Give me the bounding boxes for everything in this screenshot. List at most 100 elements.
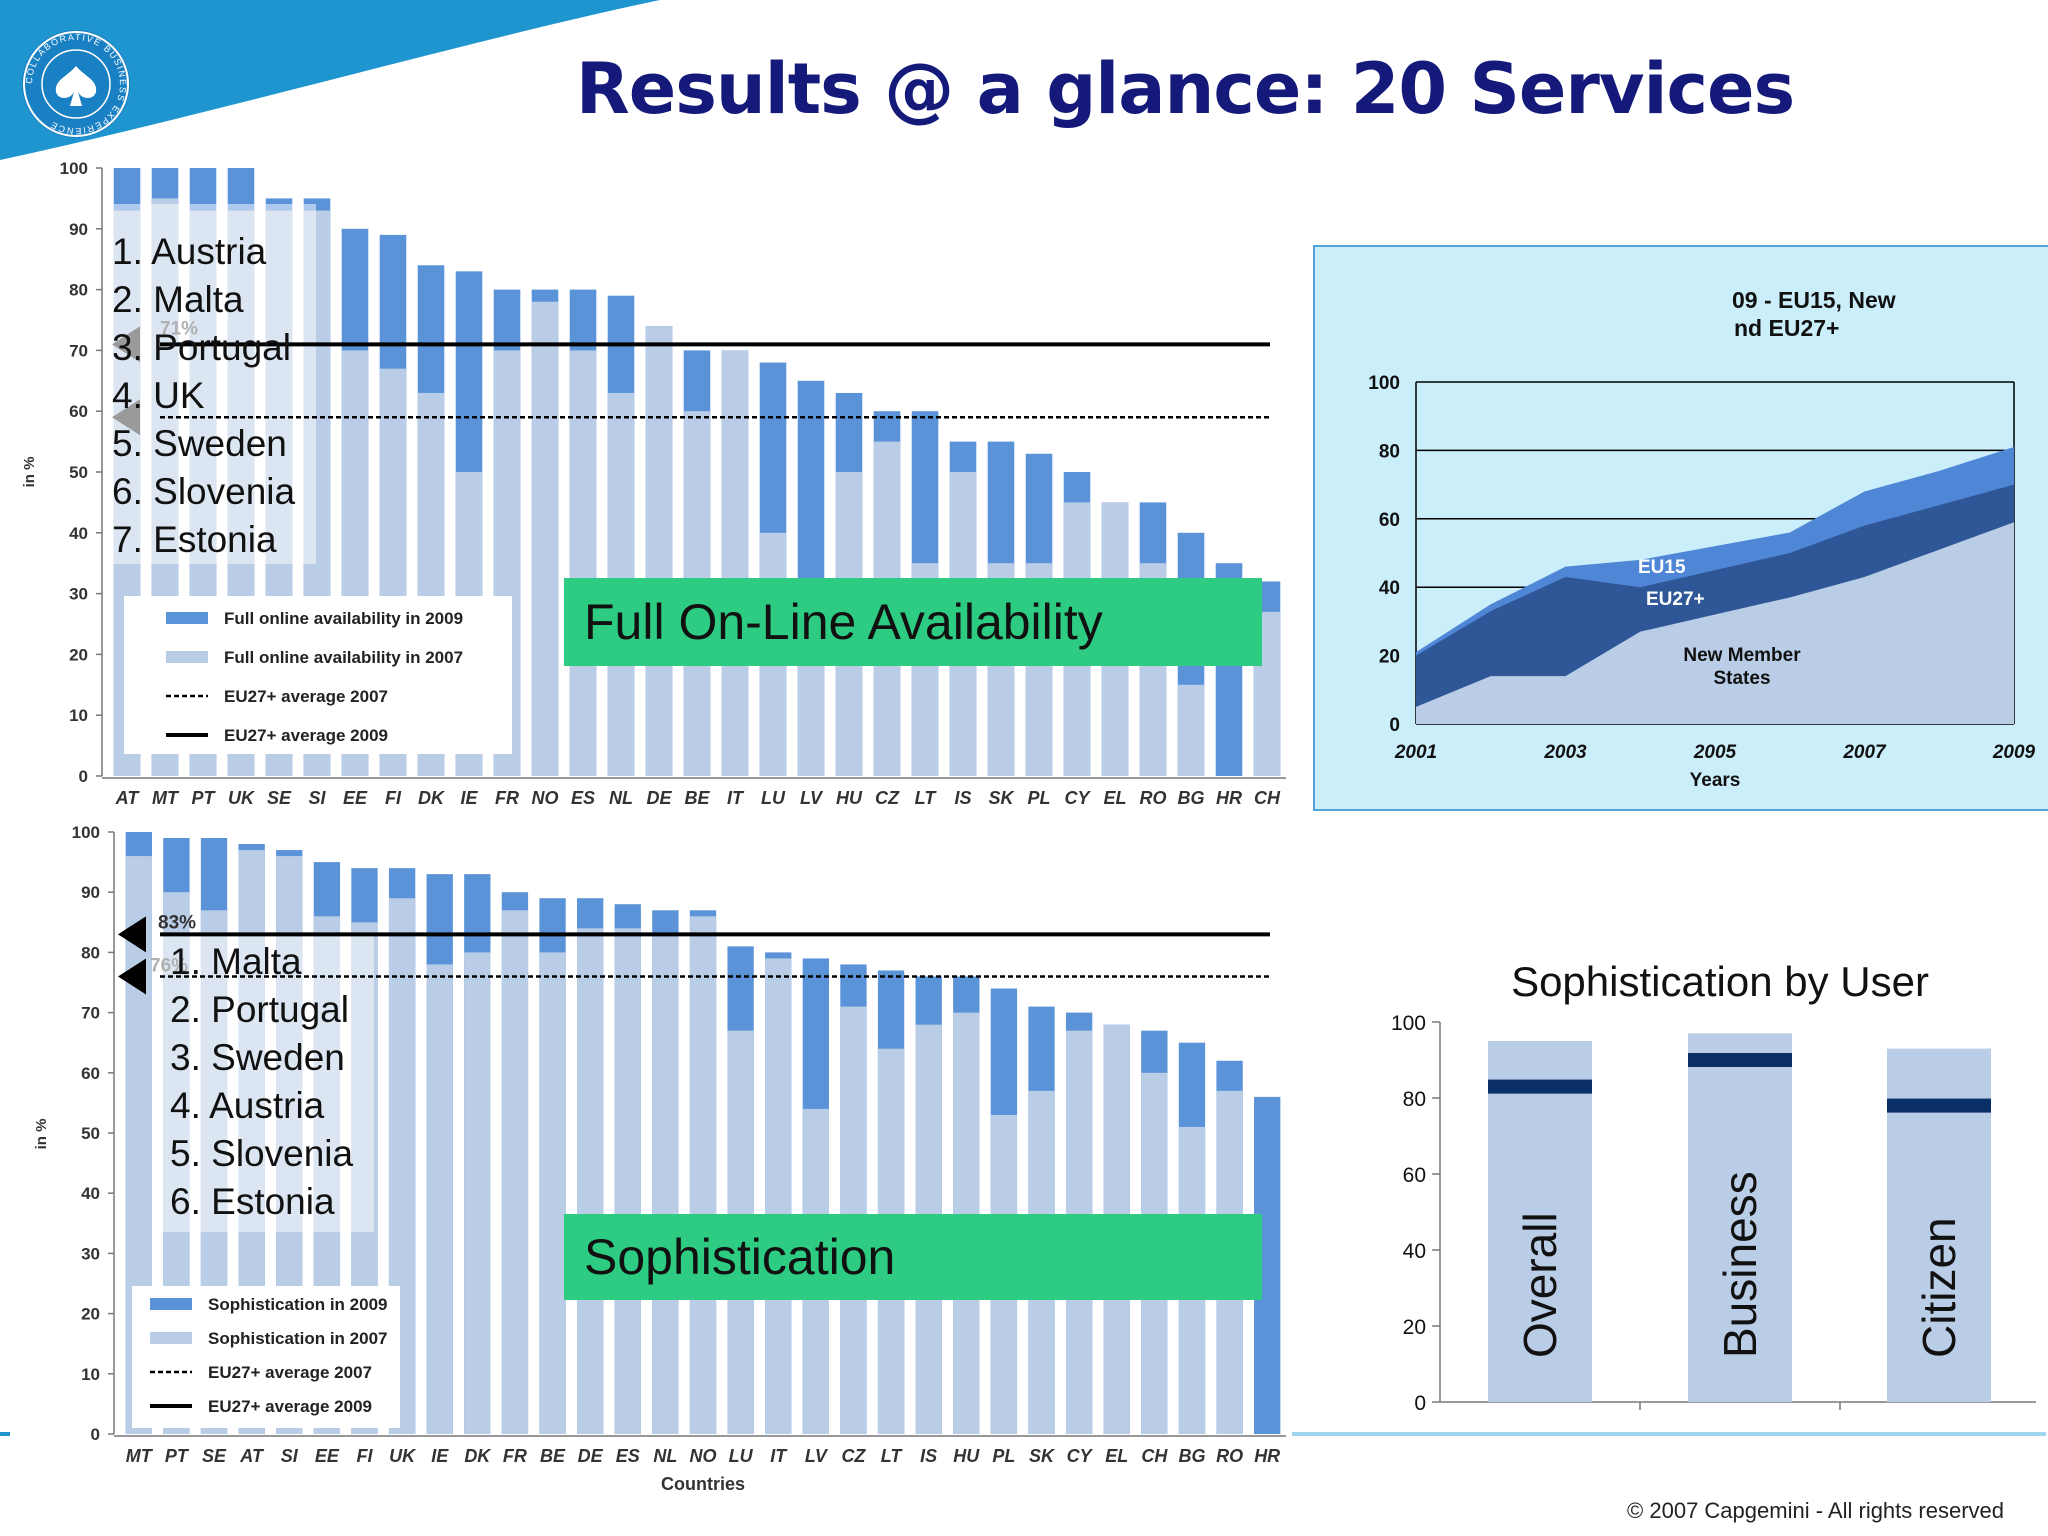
x-tick-label: FR bbox=[495, 788, 519, 808]
chart-label-box bbox=[564, 1214, 1262, 1300]
x-tick-label: IS bbox=[920, 1446, 937, 1466]
ranking-item: 4. UK bbox=[112, 375, 205, 416]
average-percent-label: 76% bbox=[150, 955, 188, 976]
x-tick-label: SI bbox=[281, 1446, 299, 1466]
x-tick-label: DE bbox=[578, 1446, 604, 1466]
x-tick-label: CH bbox=[1141, 1446, 1168, 1466]
y-tick-label: 100 bbox=[1368, 373, 1400, 394]
category-label-business: Business bbox=[1714, 1171, 1766, 1358]
bar-no-2007 bbox=[531, 301, 559, 776]
x-tick-label: NL bbox=[653, 1446, 677, 1466]
ranking-panel bbox=[106, 204, 316, 564]
chart-title-line: nd EU27+ bbox=[1734, 315, 1839, 341]
x-tick-label: NO bbox=[690, 1446, 717, 1466]
chart-label-box bbox=[564, 578, 1262, 666]
x-tick-label: EE bbox=[315, 1446, 340, 1466]
average-arrow-icon bbox=[118, 916, 146, 953]
x-tick-label: 2007 bbox=[1842, 742, 1887, 763]
legend-swatch-2007 bbox=[166, 651, 208, 663]
header-banner bbox=[0, 0, 660, 160]
x-tick-label: PL bbox=[992, 1446, 1015, 1466]
x-tick-label: SI bbox=[308, 788, 326, 808]
x-tick-label: LV bbox=[800, 788, 824, 808]
ranking-item: 3. Sweden bbox=[170, 1037, 345, 1078]
x-tick-label: PL bbox=[1027, 788, 1050, 808]
y-tick-label: 40 bbox=[1403, 1240, 1426, 1263]
y-tick-label: 80 bbox=[69, 281, 88, 300]
bar-fr-2007 bbox=[501, 910, 529, 1434]
y-tick-label: 30 bbox=[69, 585, 88, 604]
y-axis-label: in % bbox=[21, 457, 38, 488]
y-tick-label: 0 bbox=[79, 767, 88, 786]
x-tick-label: 2003 bbox=[1543, 742, 1587, 763]
y-tick-label: 80 bbox=[81, 943, 100, 962]
marker-overall bbox=[1488, 1079, 1592, 1094]
x-tick-label: DE bbox=[646, 788, 672, 808]
x-tick-label: LV bbox=[805, 1446, 829, 1466]
x-tick-label: LT bbox=[915, 788, 938, 808]
y-tick-label: 60 bbox=[1379, 510, 1400, 531]
x-tick-label: MT bbox=[126, 1446, 154, 1466]
x-tick-label: PT bbox=[165, 1446, 190, 1466]
x-tick-label: SE bbox=[267, 788, 292, 808]
y-tick-label: 100 bbox=[1391, 1012, 1426, 1035]
copyright-notice: © 2007 Capgemini - All rights reserved bbox=[1627, 1498, 2004, 1523]
series-label-eu15: EU15 bbox=[1638, 557, 1686, 578]
marker-business bbox=[1688, 1053, 1792, 1067]
x-tick-label: SK bbox=[1029, 1446, 1056, 1466]
x-tick-label: SE bbox=[202, 1446, 227, 1466]
y-tick-label: 10 bbox=[81, 1365, 100, 1384]
x-tick-label: EL bbox=[1105, 1446, 1128, 1466]
series-label-states: States bbox=[1713, 668, 1770, 689]
x-tick-label: UK bbox=[389, 1446, 417, 1466]
bar-it-2007 bbox=[765, 958, 792, 1434]
x-axis-label: Countries bbox=[661, 1474, 745, 1494]
average-arrow-icon bbox=[118, 958, 146, 995]
x-tick-label: HR bbox=[1216, 788, 1242, 808]
ranking-item: 1. Malta bbox=[170, 941, 302, 982]
x-tick-label: IE bbox=[460, 788, 478, 808]
capgemini-logo: COLLABORATIVE BUSINESS EXPERIENCE bbox=[22, 30, 130, 138]
ranking-item: 5. Slovenia bbox=[170, 1133, 353, 1174]
y-tick-label: 0 bbox=[1389, 715, 1400, 736]
x-tick-label: CZ bbox=[841, 1446, 866, 1466]
y-tick-label: 60 bbox=[69, 402, 88, 421]
y-tick-label: 70 bbox=[81, 1004, 100, 1023]
bar-es-2007 bbox=[569, 350, 597, 776]
ranking-item: 3. Portugal bbox=[112, 327, 291, 368]
bar-de-2007 bbox=[645, 326, 673, 776]
area-new-member-states bbox=[1416, 522, 2014, 724]
bar-es-2007 bbox=[614, 928, 641, 1434]
chart-title: Sophistication by User bbox=[1511, 958, 1929, 1005]
x-tick-label: CZ bbox=[875, 788, 900, 808]
x-tick-label: LT bbox=[881, 1446, 904, 1466]
legend-label: Sophistication in 2009 bbox=[208, 1295, 388, 1314]
x-tick-label: FI bbox=[385, 788, 402, 808]
x-tick-label: 2009 bbox=[1992, 742, 2036, 763]
ranking-item: 2. Malta bbox=[112, 279, 244, 320]
x-tick-label: BG bbox=[1178, 788, 1205, 808]
y-tick-label: 0 bbox=[1414, 1392, 1426, 1415]
legend-label: EU27+ average 2009 bbox=[208, 1397, 372, 1416]
bar-nl-2007 bbox=[652, 934, 679, 1434]
category-label-citizen: Citizen bbox=[1913, 1217, 1965, 1358]
x-tick-label: RO bbox=[1140, 788, 1167, 808]
x-tick-label: UK bbox=[228, 788, 256, 808]
x-tick-label: CH bbox=[1254, 788, 1281, 808]
y-tick-label: 20 bbox=[1379, 647, 1400, 668]
x-tick-label: DK bbox=[464, 1446, 492, 1466]
bar-overall bbox=[1488, 1041, 1592, 1402]
ranking-item: 2. Portugal bbox=[170, 989, 349, 1030]
chart-title-line: 09 - EU15, New bbox=[1732, 287, 1896, 313]
x-axis-label: Years bbox=[1690, 770, 1741, 791]
legend-label: EU27+ average 2009 bbox=[224, 726, 388, 745]
y-tick-label: 90 bbox=[69, 220, 88, 239]
bar-dk-2007 bbox=[464, 952, 491, 1434]
bar-de-2007 bbox=[576, 928, 604, 1434]
page-title: Results @ a glance: 20 Services bbox=[575, 48, 1795, 130]
y-tick-label: 40 bbox=[69, 524, 88, 543]
y-tick-label: 100 bbox=[72, 823, 100, 842]
x-tick-label: ES bbox=[571, 788, 595, 808]
